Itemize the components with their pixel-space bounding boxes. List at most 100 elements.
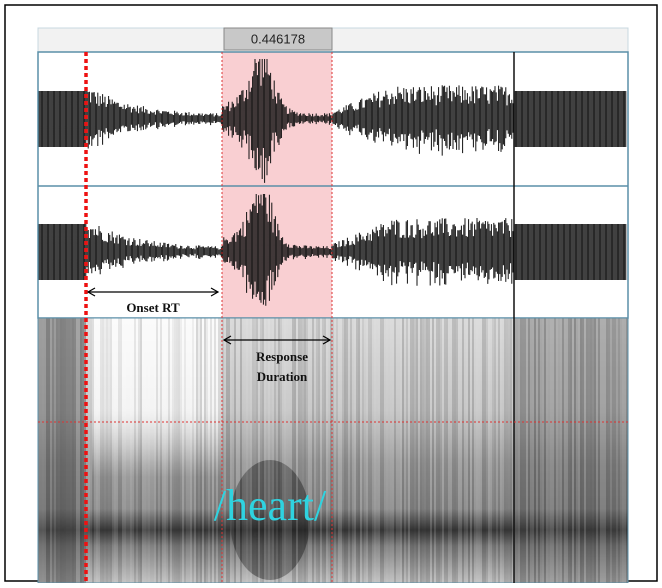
spectrogram-stripe	[48, 318, 50, 583]
spectrogram-stripe	[138, 318, 140, 583]
spectrogram-stripe	[188, 318, 190, 583]
spectrogram-stripe	[422, 318, 424, 583]
spectrogram-stripe	[312, 318, 314, 583]
spectrogram-stripe	[426, 318, 428, 583]
spectrogram-stripe	[142, 318, 144, 583]
spectrogram-stripe	[206, 318, 208, 583]
spectrogram-stripe	[610, 318, 612, 583]
page: 0.446178 Onset RT Response Duration /hea…	[0, 0, 662, 588]
spectrogram-stripe	[418, 318, 420, 583]
spectrogram-stripe	[484, 318, 486, 583]
spectrogram-stripe	[132, 318, 134, 583]
spectrogram-stripe	[314, 318, 316, 583]
spectrogram-stripe	[118, 318, 120, 583]
spectrogram-stripe	[362, 318, 364, 583]
spectrogram-stripe	[130, 318, 132, 583]
spectrogram-stripe	[42, 318, 44, 583]
spectrogram-stripe	[224, 318, 226, 583]
spectrogram-stripe	[66, 318, 68, 583]
spectrogram-stripe	[52, 318, 54, 583]
spectrogram-stripe	[406, 318, 408, 583]
spectrogram-stripe	[384, 318, 386, 583]
spectrogram-stripe	[166, 318, 168, 583]
spectrogram-stripe	[404, 318, 406, 583]
spectrogram-stripe	[248, 318, 250, 583]
spectrogram-stripe	[388, 318, 390, 583]
spectrogram-stripe	[458, 318, 460, 583]
spectrogram-stripe	[242, 318, 244, 583]
spectrogram-stripe	[310, 318, 312, 583]
spectrogram-stripe	[390, 318, 392, 583]
spectrogram-stripe	[518, 318, 520, 583]
spectrogram-stripe	[94, 318, 96, 583]
spectrogram-stripe	[56, 318, 58, 583]
spectrogram-stripe	[208, 318, 210, 583]
spectrogram-stripe	[620, 318, 622, 583]
spectrogram-stripe	[64, 318, 66, 583]
spectrogram-stripe	[176, 318, 178, 583]
spectrogram-stripe	[376, 318, 378, 583]
spectrogram-stripe	[604, 318, 606, 583]
transcription: /heart/	[214, 481, 327, 530]
spectrogram-stripe	[578, 318, 580, 583]
spectrogram-stripe	[534, 318, 536, 583]
spectrogram-stripe	[594, 318, 596, 583]
spectrogram-stripe	[464, 318, 466, 583]
spectrogram-stripe	[494, 318, 496, 583]
spectrogram-stripe	[336, 318, 338, 583]
spectrogram-stripe	[214, 318, 216, 583]
spectrogram-stripe	[354, 318, 356, 583]
spectrogram-stripe	[368, 318, 370, 583]
spectrogram-stripe	[554, 318, 556, 583]
spectrogram-stripe	[472, 318, 474, 583]
spectrogram-stripe	[402, 318, 404, 583]
spectrogram-stripe	[98, 318, 100, 583]
spectrogram-stripe	[510, 318, 512, 583]
spectrogram-stripe	[108, 318, 110, 583]
spectrogram-stripe	[474, 318, 476, 583]
spectrogram-stripe	[358, 318, 360, 583]
spectrogram-stripe	[566, 318, 568, 583]
spectrogram-stripe	[450, 318, 452, 583]
spectrogram	[38, 318, 628, 583]
spectrogram-stripe	[462, 318, 464, 583]
spectrogram-stripe	[158, 318, 160, 583]
spectrogram-stripe	[196, 318, 198, 583]
spectrogram-stripe	[624, 318, 626, 583]
spectrogram-stripe	[154, 318, 156, 583]
spectrogram-stripe	[584, 318, 586, 583]
spectrogram-stripe	[558, 318, 560, 583]
spectrogram-stripe	[454, 318, 456, 583]
spectrogram-stripe	[124, 318, 126, 583]
spectrogram-stripe	[44, 318, 46, 583]
spectrogram-stripe	[586, 318, 588, 583]
spectrogram-stripe	[372, 318, 374, 583]
spectrogram-stripe	[522, 318, 524, 583]
selection-duration: 0.446178	[251, 31, 305, 46]
spectrogram-stripe	[516, 318, 518, 583]
spectrogram-stripe	[198, 318, 200, 583]
spectrogram-stripe	[488, 318, 490, 583]
spectrogram-stripe	[172, 318, 174, 583]
spectrogram-stripe	[572, 318, 574, 583]
spectrogram-stripe	[228, 318, 230, 583]
spectrogram-stripe	[326, 318, 328, 583]
spectrogram-stripe	[424, 318, 426, 583]
spectrogram-stripe	[100, 318, 102, 583]
spectrogram-stripe	[318, 318, 320, 583]
editor-screenshot: 0.446178 Onset RT Response Duration /hea…	[0, 0, 662, 583]
spectrogram-stripe	[574, 318, 576, 583]
spectrogram-stripe	[184, 318, 186, 583]
spectrogram-stripe	[420, 318, 422, 583]
spectrogram-stripe	[250, 318, 252, 583]
spectrogram-stripe	[236, 318, 238, 583]
spectrogram-stripe	[72, 318, 74, 583]
spectrogram-stripe	[106, 318, 108, 583]
spectrogram-stripe	[560, 318, 562, 583]
spectrogram-stripe	[252, 318, 254, 583]
spectrogram-stripe	[360, 318, 362, 583]
spectrogram-stripe	[532, 318, 534, 583]
spectrogram-stripe	[232, 318, 234, 583]
spectrogram-stripe	[448, 318, 450, 583]
spectrogram-stripe	[548, 318, 550, 583]
